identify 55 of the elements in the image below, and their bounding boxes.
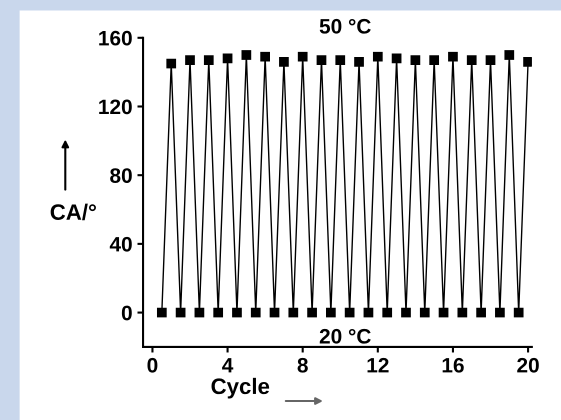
point <box>288 308 298 318</box>
point <box>241 50 252 60</box>
y-tick-label: 160 <box>99 30 132 46</box>
point <box>335 55 346 65</box>
x-axis-title: Cycle <box>212 378 270 399</box>
y-tick-label: 120 <box>99 99 132 114</box>
point <box>156 308 167 318</box>
point <box>354 56 364 67</box>
x-tick-label: 16 <box>442 358 464 373</box>
x-tick-label: 20 <box>517 358 539 373</box>
point <box>429 55 440 65</box>
point <box>222 54 232 64</box>
x-tick-label: 12 <box>368 358 389 372</box>
point <box>401 308 411 318</box>
point <box>495 308 505 318</box>
point <box>307 308 317 318</box>
x-tick-label: 8 <box>298 358 308 373</box>
point <box>176 308 186 318</box>
point <box>523 56 532 67</box>
point <box>250 308 261 318</box>
point <box>232 308 242 318</box>
point <box>298 52 308 62</box>
point <box>185 55 195 65</box>
point <box>457 308 468 318</box>
x-tick-label: 4 <box>222 358 234 372</box>
point <box>279 56 289 67</box>
point <box>420 308 430 318</box>
point <box>372 52 383 62</box>
text: 50 °C <box>320 18 371 34</box>
point <box>382 308 392 318</box>
point <box>166 58 176 68</box>
point <box>344 308 355 318</box>
point <box>438 308 448 318</box>
point <box>326 308 336 318</box>
point <box>194 308 204 318</box>
y-tick-label: 80 <box>110 168 132 183</box>
point <box>213 308 224 318</box>
x-tick-label: 0 <box>147 358 158 373</box>
point <box>410 55 420 65</box>
point <box>392 54 402 64</box>
point <box>486 55 496 65</box>
point <box>270 308 280 318</box>
point <box>204 55 214 65</box>
y-tick-label: 0 <box>122 306 132 320</box>
point <box>514 308 524 318</box>
point <box>316 55 326 65</box>
point <box>466 55 477 65</box>
point <box>504 50 514 60</box>
y-tick-label: 40 <box>110 236 132 252</box>
y-axis-title: CA/° <box>50 204 96 220</box>
point <box>260 52 270 62</box>
annotation: 20 °C <box>320 328 371 344</box>
point <box>448 52 458 62</box>
point <box>364 308 374 318</box>
point <box>476 308 486 318</box>
